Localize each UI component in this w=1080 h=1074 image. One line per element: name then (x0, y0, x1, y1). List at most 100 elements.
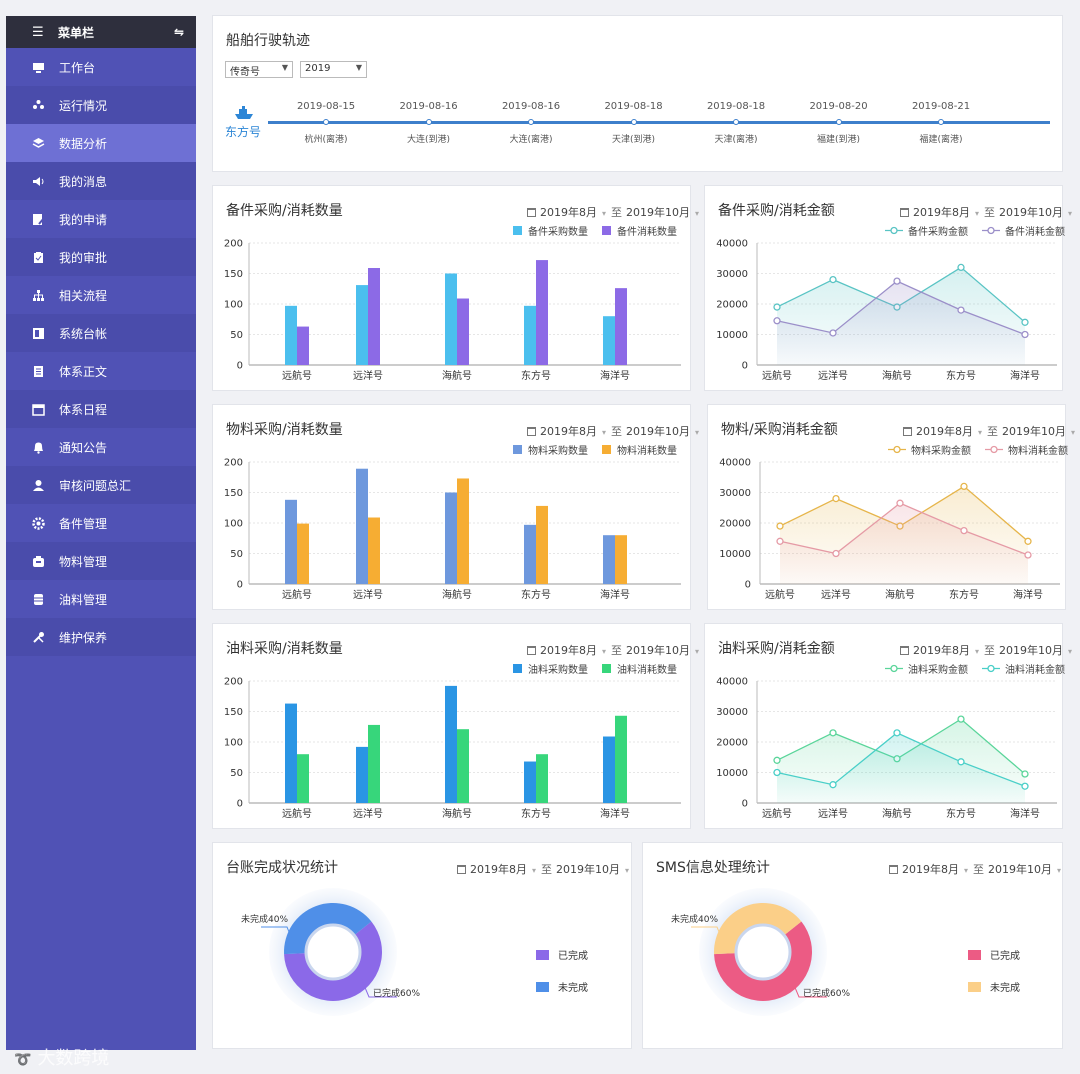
legend-item[interactable]: 油料采购金额 (885, 661, 968, 676)
legend-item[interactable]: 物料消耗金额 (985, 442, 1068, 457)
legend-item[interactable]: 备件采购数量 (513, 223, 588, 238)
bar-1[interactable] (536, 754, 548, 803)
timeline-node[interactable] (938, 119, 944, 125)
donut-slice[interactable] (714, 903, 802, 955)
legend-item[interactable]: 已完成 (968, 947, 1020, 962)
legend-item[interactable]: 物料采购数量 (513, 442, 588, 457)
bar-1[interactable] (368, 724, 380, 803)
bar-0[interactable] (603, 535, 615, 584)
data-point[interactable] (896, 499, 904, 507)
data-point[interactable] (1021, 330, 1029, 339)
sidebar-item[interactable]: 我的消息 (6, 162, 196, 200)
bar-1[interactable] (536, 260, 548, 365)
data-point[interactable] (957, 715, 965, 723)
bar-0[interactable] (445, 685, 457, 803)
data-point[interactable] (829, 275, 837, 284)
hamburger-menu-icon[interactable]: ☰ (32, 24, 44, 40)
ship-select[interactable]: 传奇号 ▼ (225, 61, 293, 78)
bar-1[interactable] (368, 268, 380, 365)
sidebar-item[interactable]: 工作台 (6, 48, 196, 86)
data-point[interactable] (957, 263, 965, 272)
date-range-picker[interactable]: 2019年8月 ▾ 至 2019年10月 ▾ (903, 423, 1080, 439)
sidebar-item[interactable]: 油料管理 (6, 580, 196, 618)
data-point[interactable] (829, 781, 837, 789)
timeline-node[interactable] (630, 119, 637, 125)
bar-1[interactable] (457, 298, 469, 365)
data-point[interactable] (773, 303, 781, 311)
data-point[interactable] (1024, 551, 1032, 559)
legend-item[interactable]: 物料采购金额 (888, 442, 971, 457)
sidebar-item[interactable]: 数据分析 (6, 124, 196, 162)
date-range-picker[interactable]: 2019年8月 ▾ 至 2019年10月 ▾ (457, 861, 634, 877)
sidebar-item[interactable]: 审核问题总汇 (6, 466, 196, 504)
sidebar-item[interactable]: 备件管理 (6, 504, 196, 542)
data-point[interactable] (773, 756, 781, 764)
legend-item[interactable]: 物料消耗数量 (602, 442, 677, 457)
legend-item[interactable]: 备件消耗金额 (982, 223, 1065, 238)
timeline-node[interactable] (323, 119, 329, 125)
bar-1[interactable] (615, 715, 627, 803)
bar-0[interactable] (445, 492, 457, 585)
date-range-picker[interactable]: 2019年8月 ▾ 至 2019年10月 ▾ (889, 861, 1066, 877)
bar-0[interactable] (285, 305, 297, 365)
bar-0[interactable] (524, 305, 536, 365)
data-point[interactable] (832, 494, 840, 503)
collapse-toggle-icon[interactable]: ⇋ (173, 25, 184, 39)
timeline-node[interactable] (425, 119, 432, 125)
bar-0[interactable] (285, 499, 297, 584)
legend-item[interactable]: 未完成 (968, 979, 1020, 994)
bar-1[interactable] (536, 505, 548, 584)
legend-item[interactable]: 油料消耗数量 (602, 661, 677, 676)
donut-slice[interactable] (284, 921, 382, 1001)
timeline-node[interactable] (835, 119, 842, 125)
bar-0[interactable] (285, 703, 297, 803)
sidebar-item[interactable]: 通知公告 (6, 428, 196, 466)
bar-1[interactable] (615, 535, 627, 584)
data-point[interactable] (773, 317, 781, 325)
sidebar-item[interactable]: 系统台帐 (6, 314, 196, 352)
date-range-picker[interactable]: 2019年8月 ▾ 至 2019年10月 ▾ (900, 204, 1077, 220)
date-range-picker[interactable]: 2019年8月 ▾ 至 2019年10月 ▾ (900, 642, 1077, 658)
bar-1[interactable] (297, 523, 309, 584)
sidebar-item[interactable]: 我的审批 (6, 238, 196, 276)
data-point[interactable] (832, 549, 840, 558)
data-point[interactable] (1021, 770, 1029, 778)
bar-1[interactable] (457, 729, 469, 803)
date-range-picker[interactable]: 2019年8月 ▾ 至 2019年10月 ▾ (527, 204, 704, 220)
data-point[interactable] (893, 729, 901, 737)
data-point[interactable] (776, 537, 784, 545)
sidebar-item[interactable]: 我的申请 (6, 200, 196, 238)
sidebar-item[interactable]: 运行情况 (6, 86, 196, 124)
bar-0[interactable] (524, 761, 536, 803)
sidebar-item[interactable]: 相关流程 (6, 276, 196, 314)
data-point[interactable] (1024, 537, 1032, 545)
data-point[interactable] (773, 768, 781, 777)
sidebar-item[interactable]: 维护保养 (6, 618, 196, 656)
legend-item[interactable]: 已完成 (536, 947, 588, 962)
donut-slice[interactable] (284, 903, 372, 955)
legend-item[interactable]: 备件采购金额 (885, 223, 968, 238)
data-point[interactable] (960, 526, 968, 535)
date-range-picker[interactable]: 2019年8月 ▾ 至 2019年10月 ▾ (527, 642, 704, 658)
legend-item[interactable]: 备件消耗数量 (602, 223, 677, 238)
data-point[interactable] (960, 482, 968, 491)
data-point[interactable] (829, 329, 837, 337)
data-point[interactable] (776, 522, 784, 530)
legend-item[interactable]: 油料消耗金额 (982, 661, 1065, 676)
data-point[interactable] (829, 729, 837, 737)
bar-1[interactable] (297, 754, 309, 803)
data-point[interactable] (957, 758, 965, 766)
bar-0[interactable] (603, 316, 615, 365)
bar-0[interactable] (524, 524, 536, 584)
bar-1[interactable] (457, 478, 469, 584)
bar-0[interactable] (356, 285, 368, 365)
bar-1[interactable] (615, 288, 627, 365)
legend-item[interactable]: 未完成 (536, 979, 588, 994)
data-point[interactable] (957, 306, 965, 314)
bar-0[interactable] (356, 746, 368, 803)
bar-0[interactable] (445, 273, 457, 366)
sidebar-item[interactable]: 体系日程 (6, 390, 196, 428)
bar-0[interactable] (603, 736, 615, 803)
date-range-picker[interactable]: 2019年8月 ▾ 至 2019年10月 ▾ (527, 423, 704, 439)
bar-1[interactable] (297, 326, 309, 365)
